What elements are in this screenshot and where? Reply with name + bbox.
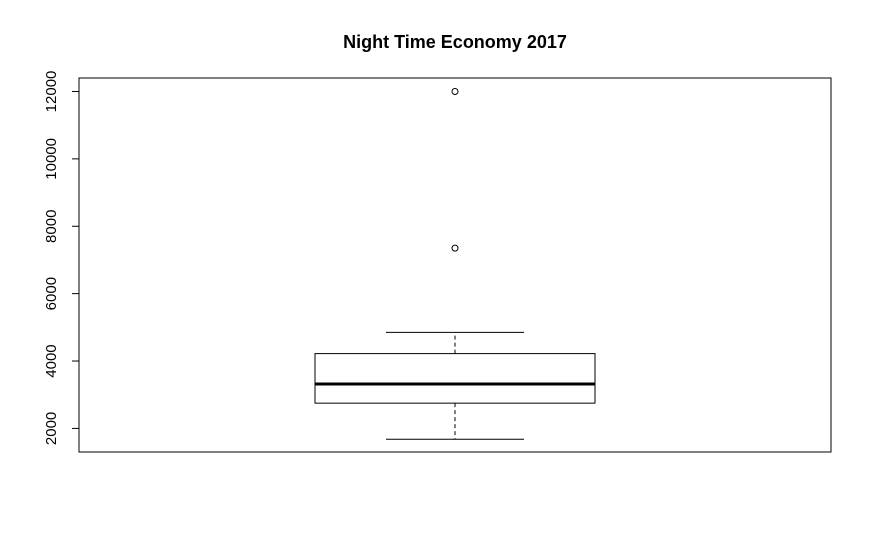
y-tick-label: 4000 — [43, 344, 60, 377]
y-tick-label: 12000 — [43, 71, 60, 113]
outlier-point — [451, 87, 459, 95]
y-tick-label: 10000 — [43, 138, 60, 180]
outlier-point — [451, 244, 459, 252]
y-tick-label: 2000 — [43, 412, 60, 445]
chart-title: Night Time Economy 2017 — [343, 32, 567, 52]
y-tick-label: 6000 — [43, 277, 60, 310]
interquartile-box — [314, 353, 596, 404]
y-axis-ticks: 2000 4000 6000 8000 10000 12000 — [43, 71, 79, 445]
box-group — [314, 87, 596, 440]
y-tick-label: 8000 — [43, 210, 60, 243]
